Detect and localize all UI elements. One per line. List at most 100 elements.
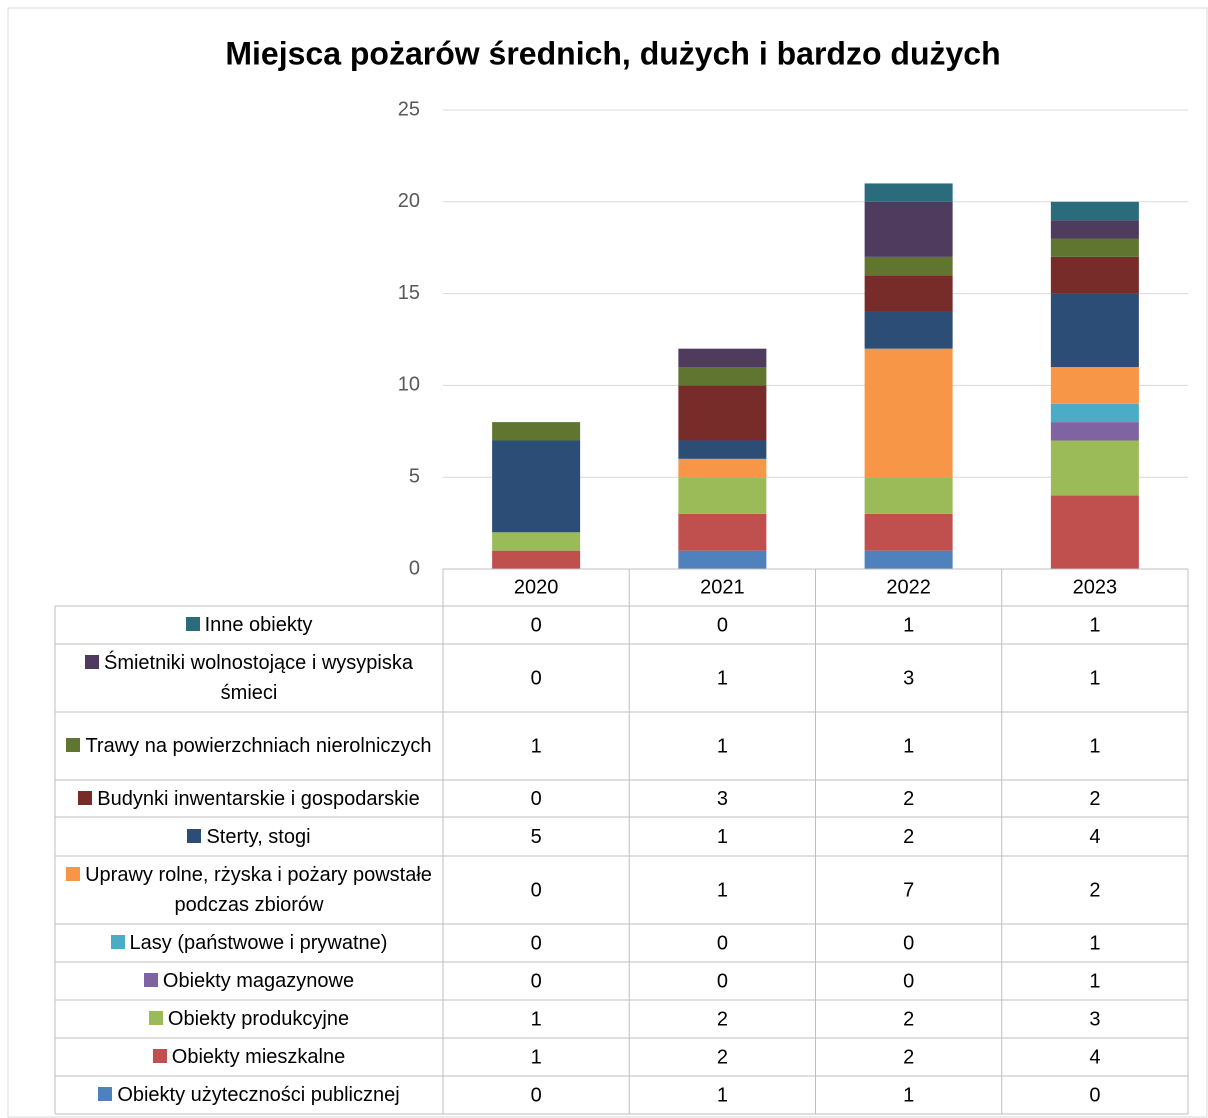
table-value: 2 (717, 1046, 728, 1068)
table-value: 0 (1089, 1084, 1100, 1106)
table-value: 1 (1089, 614, 1100, 636)
legend-entry: Sterty, stogi (55, 817, 443, 856)
legend-label: Śmietniki wolnostojące i wysypiska śmiec… (103, 652, 413, 704)
bar-segment (864, 201, 953, 257)
bar-segment (864, 311, 953, 349)
bar-segment (1050, 238, 1139, 257)
bar-segment (1050, 256, 1139, 294)
table-value: 2 (903, 788, 914, 810)
bar-segment (1050, 201, 1139, 221)
legend-swatch (66, 867, 81, 881)
table-value: 1 (531, 1008, 542, 1030)
legend-entry: Obiekty użyteczności publicznej (55, 1076, 443, 1114)
y-tick-label: 25 (398, 98, 420, 120)
x-tick-label: 2023 (1073, 576, 1118, 598)
legend-label: Inne obiekty (204, 614, 313, 636)
bar-segment (864, 513, 953, 551)
table-value: 0 (531, 970, 542, 992)
table-value: 3 (903, 667, 914, 689)
table-value: 0 (717, 932, 728, 954)
y-tick-label: 15 (398, 282, 420, 304)
legend-text-wrap: Obiekty mieszkalne (152, 1042, 346, 1072)
y-tick-label: 0 (409, 557, 420, 579)
legend-cell: Sterty, stogi (55, 817, 443, 856)
table-value: 0 (531, 788, 542, 810)
bar-segment (1050, 422, 1139, 441)
legend-cell: Obiekty użyteczności publicznej (55, 1076, 443, 1114)
legend-swatch (78, 790, 93, 805)
bar-segment (1050, 293, 1139, 368)
bar-segment (492, 422, 581, 441)
x-tick-label: 2020 (514, 576, 559, 598)
bar-segment (492, 550, 581, 569)
legend-label: Obiekty mieszkalne (171, 1046, 346, 1068)
legend-entry: Obiekty produkcyjne (55, 1000, 443, 1038)
legend-cell: Trawy na powierzchniach nierolniczych (55, 712, 443, 780)
bar-segment (678, 477, 767, 514)
legend-cell: Obiekty produkcyjne (55, 1000, 443, 1038)
legend-text-wrap: Obiekty użyteczności publicznej (98, 1080, 400, 1110)
table-value: 1 (717, 667, 728, 689)
legend-entry: Obiekty mieszkalne (55, 1038, 443, 1076)
x-tick-label: 2022 (886, 576, 931, 598)
legend-cell: Inne obiekty (55, 606, 443, 644)
legend-entry: Budynki inwentarskie i gospodarskie (55, 780, 443, 817)
legend-cell: Obiekty magazynowe (143, 970, 354, 992)
legend-label: Obiekty użyteczności publicznej (117, 1084, 400, 1106)
table-value: 4 (1089, 826, 1100, 848)
bar-segment (678, 458, 767, 478)
legend-entry: Trawy na powierzchniach nierolniczych (55, 712, 443, 780)
table-value: 1 (1089, 970, 1100, 992)
legend-swatch (110, 935, 125, 949)
legend-label: Lasy (państwowe i prywatne) (129, 932, 388, 954)
table-value: 1 (717, 1084, 728, 1106)
legend-text-wrap: Inne obiekty (185, 610, 313, 640)
bar-segment (1050, 403, 1139, 423)
legend-text-wrap: Sterty, stogi (187, 822, 311, 852)
table-value: 0 (531, 1084, 542, 1106)
legend-cell: Uprawy rolne, rżyska i pożary powstałe p… (55, 856, 443, 924)
table-value: 2 (903, 1046, 914, 1068)
legend-text-wrap: Trawy na powierzchniach nierolniczych (66, 731, 432, 761)
table-value: 2 (1089, 788, 1100, 810)
legend-swatch (187, 828, 202, 843)
legend-label: Uprawy rolne, rżyska i pożary powstałe p… (85, 864, 432, 916)
table-value: 0 (717, 970, 728, 992)
bar-segment (678, 513, 767, 551)
legend-text-wrap: Obiekty produkcyjne (148, 1004, 349, 1034)
legend-text-wrap: Lasy (państwowe i prywatne) (110, 928, 388, 958)
legend-entry: Śmietniki wolnostojące i wysypiska śmiec… (55, 644, 443, 712)
bar-segment (864, 256, 953, 276)
table-value: 1 (531, 1046, 542, 1068)
legend-swatch (84, 655, 99, 669)
table-value: 1 (903, 1084, 914, 1106)
y-tick-label: 5 (409, 465, 420, 487)
bar-segment (1050, 367, 1139, 404)
y-tick-label: 10 (398, 374, 420, 396)
legend-swatch (148, 1011, 163, 1025)
legend-swatch (152, 1049, 167, 1063)
x-tick-label: 2021 (700, 576, 745, 598)
legend-text-wrap: Śmietniki wolnostojące i wysypiska śmiec… (59, 648, 439, 708)
chart-frame (7, 7, 1208, 1118)
legend-entry: Inne obiekty (55, 606, 443, 644)
table-value: 2 (1089, 879, 1100, 901)
bar-segment (864, 550, 953, 569)
table-value: 1 (717, 879, 728, 901)
table-value: 1 (717, 735, 728, 757)
bar-segment (492, 532, 581, 551)
table-value: 0 (531, 932, 542, 954)
table-value: 7 (903, 879, 914, 901)
table-value: 2 (903, 826, 914, 848)
table-value: 1 (1089, 667, 1100, 689)
table-value: 2 (903, 1008, 914, 1030)
legend-cell: Obiekty mieszkalne (55, 1038, 443, 1076)
y-tick-label: 20 (398, 190, 420, 212)
bar-segment (492, 440, 581, 533)
legend-swatch (143, 973, 158, 987)
legend-entry: Uprawy rolne, rżyska i pożary powstałe p… (55, 856, 443, 924)
legend-entry: Lasy (państwowe i prywatne) (55, 924, 443, 962)
bar-segment (864, 275, 953, 312)
table-value: 0 (903, 932, 914, 954)
